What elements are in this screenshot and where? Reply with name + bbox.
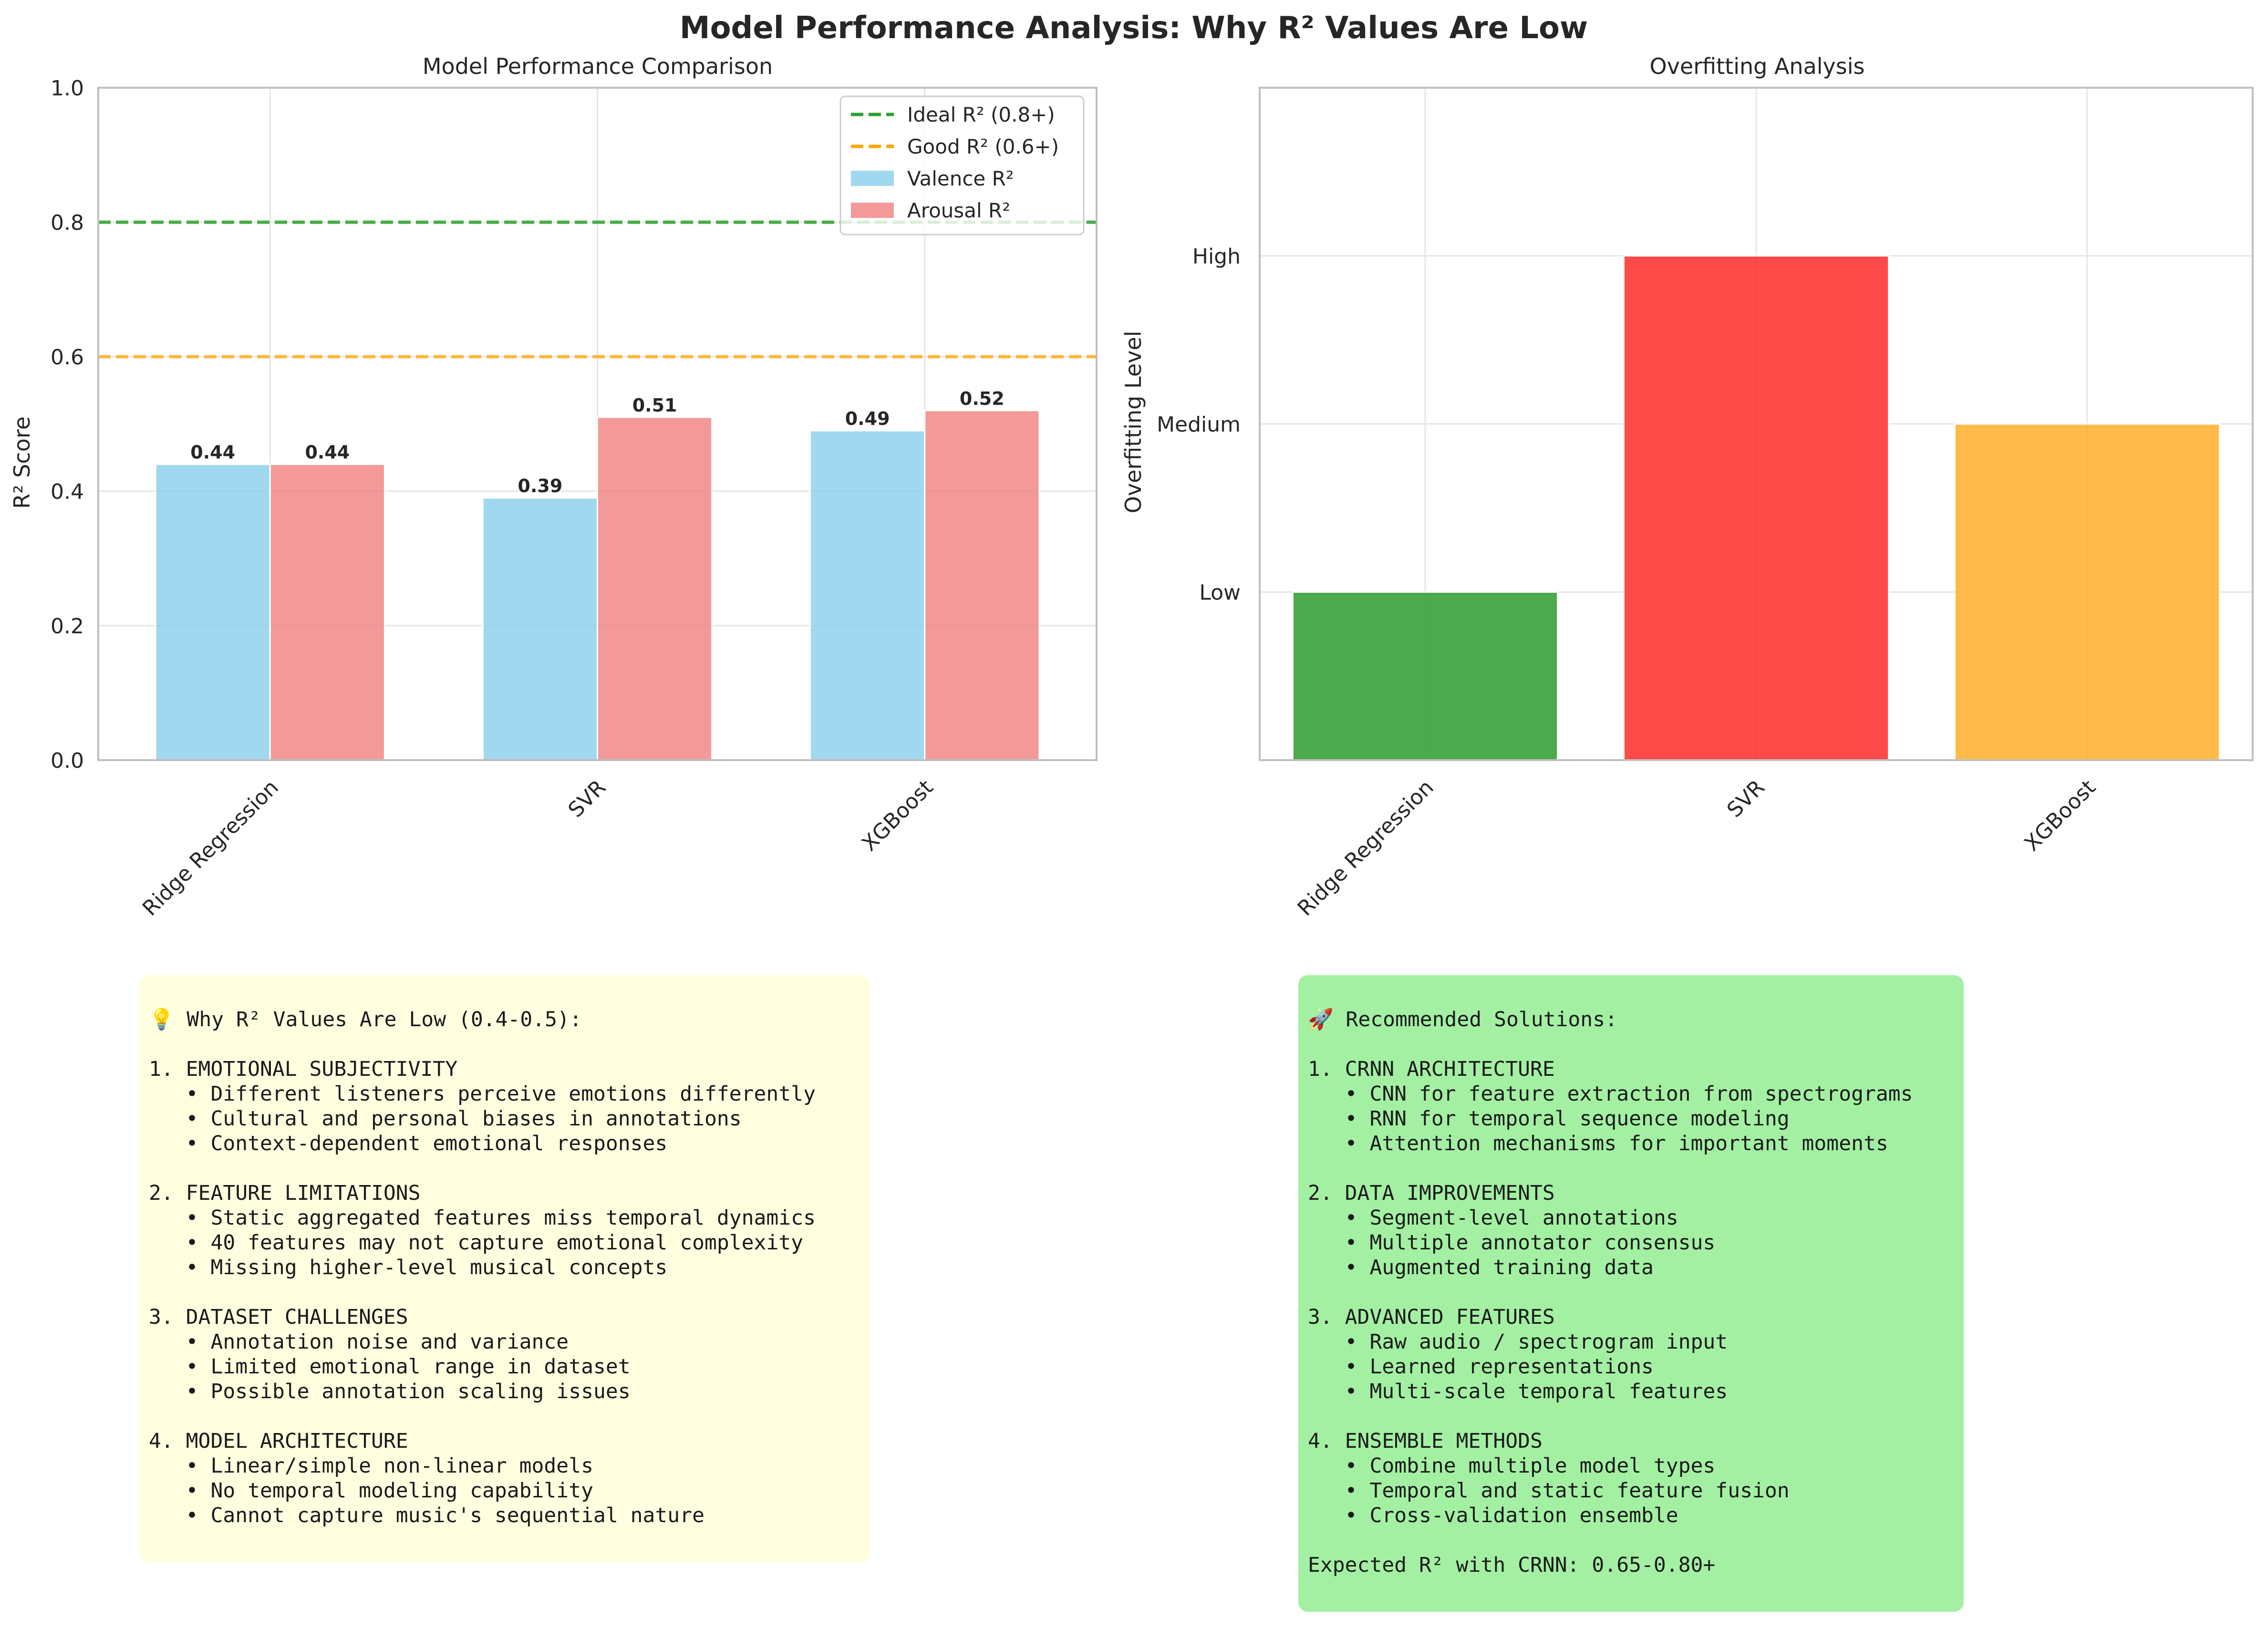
panel-text-line: • Temporal and static feature fusion: [1308, 1479, 1790, 1503]
panel-text-line: • Attention mechanisms for important mom…: [1308, 1132, 1888, 1155]
solutions-panel-text: 🚀 Recommended Solutions: 1. CRNN ARCHITEC…: [1308, 1008, 1913, 1577]
panel-text-line: 3. ADVANCED FEATURES: [1308, 1305, 1555, 1329]
bar: [809, 430, 926, 761]
bar: [597, 416, 713, 761]
panel-text-line: 3. DATASET CHALLENGES: [149, 1305, 408, 1329]
solutions-panel: 🚀 Recommended Solutions: 1. CRNN ARCHITEC…: [1298, 975, 1964, 1612]
panel-text-line: 2. DATA IMPROVEMENTS: [1308, 1181, 1555, 1205]
panel-text-line: • Multi-scale temporal features: [1308, 1380, 1728, 1403]
overfitting-chart: Overfitting Analysis Overfitting Level L…: [1120, 53, 2254, 921]
y-tick-label: Medium: [1157, 412, 1241, 437]
performance-y-ticks: 0.0 0.2 0.4 0.6 0.8 1.0: [51, 76, 84, 773]
legend-entry-label: Ideal R² (0.8+): [907, 103, 1055, 126]
panel-text-line: 1. EMOTIONAL SUBJECTIVITY: [149, 1057, 457, 1081]
y-tick-label: 0.8: [51, 211, 84, 235]
panel-text-line: Expected R² with CRNN: 0.65-0.80+: [1308, 1553, 1715, 1577]
figure-title: Model Performance Analysis: Why R² Value…: [680, 10, 1588, 46]
panel-text-line: • RNN for temporal sequence modeling: [1308, 1107, 1790, 1131]
performance-plot-frame: [97, 87, 1098, 761]
panel-text-line: • Augmented training data: [1308, 1256, 1654, 1279]
bar: [1623, 255, 1890, 761]
performance-bars: [155, 410, 1040, 761]
overfitting-chart-title: Overfitting Analysis: [1650, 53, 1865, 79]
bar-value-label: 0.51: [632, 395, 677, 416]
bar: [269, 464, 385, 761]
y-tick-label: 0.0: [51, 749, 84, 773]
overfitting-plot-frame: [1259, 87, 2254, 761]
performance-y-axis-label: R² Score: [9, 416, 35, 509]
panel-text-line: • Combine multiple model types: [1308, 1454, 1715, 1478]
overfitting-y-ticks: Low Medium High: [1157, 245, 1241, 605]
legend-patch-swatch: [851, 203, 894, 218]
performance-chart-title: Model Performance Comparison: [423, 53, 773, 79]
legend-patch-swatch: [851, 171, 894, 186]
bar-value-label: 0.44: [305, 442, 350, 463]
panel-text-line: 💡 Why R² Values Are Low (0.4-0.5):: [149, 1008, 582, 1031]
why-low-panel-text: 💡 Why R² Values Are Low (0.4-0.5): 1. EMO…: [149, 1008, 816, 1527]
bar: [482, 497, 599, 761]
panel-text-line: 1. CRNN ARCHITECTURE: [1308, 1057, 1555, 1081]
overfitting-y-axis-label: Overfitting Level: [1120, 331, 1146, 514]
legend-entry-label: Good R² (0.6+): [907, 135, 1059, 158]
y-tick-label: Low: [1199, 581, 1241, 605]
y-tick-label: 1.0: [51, 76, 84, 101]
solutions-panel-background: [1298, 975, 1964, 1612]
bar: [924, 410, 1040, 761]
panel-text-line: 4. ENSEMBLE METHODS: [1308, 1429, 1543, 1453]
why-low-panel: 💡 Why R² Values Are Low (0.4-0.5): 1. EMO…: [139, 975, 870, 1562]
y-tick-label: 0.4: [51, 480, 84, 504]
panel-text-line: • No temporal modeling capability: [149, 1479, 593, 1503]
performance-legend: Ideal R² (0.8+) Good R² (0.6+) Valence R² A…: [839, 95, 1085, 236]
panel-text-line: • Different listeners perceive emotions …: [149, 1082, 816, 1106]
panel-text-line: • Limited emotional range in dataset: [149, 1355, 631, 1379]
overfitting-bars: [1292, 255, 2221, 761]
panel-text-line: • Cross-validation ensemble: [1308, 1504, 1678, 1527]
panel-text-line: • Missing higher-level musical concepts: [149, 1256, 667, 1279]
panel-text-line: • Multiple annotator consensus: [1308, 1231, 1715, 1255]
panel-text-line: 2. FEATURE LIMITATIONS: [149, 1181, 421, 1205]
y-tick-label: 0.6: [51, 345, 84, 370]
panel-text-line: • Linear/simple non-linear models: [149, 1454, 593, 1478]
panel-text-line: • 40 features may not capture emotional …: [149, 1231, 803, 1255]
panel-text-line: • Static aggregated features miss tempor…: [149, 1206, 816, 1230]
bar: [155, 464, 271, 761]
panel-text-line: • Cannot capture music's sequential natu…: [149, 1504, 704, 1527]
panel-text-line: • CNN for feature extraction from spectr…: [1308, 1082, 1913, 1106]
panel-text-line: 4. MODEL ARCHITECTURE: [149, 1429, 408, 1453]
bar: [1292, 591, 1559, 761]
panel-text-line: • Segment-level annotations: [1308, 1206, 1678, 1230]
panel-text-line: • Raw audio / spectrogram input: [1308, 1330, 1728, 1354]
bar-value-label: 0.39: [518, 475, 563, 496]
why-low-panel-background: [139, 975, 870, 1562]
bar-value-label: 0.52: [960, 388, 1005, 409]
legend-entry-label: Arousal R²: [907, 199, 1010, 222]
panel-text-line: • Annotation noise and variance: [149, 1330, 569, 1354]
bar: [1954, 423, 2221, 761]
performance-value-labels: 0.44 0.39 0.49 0.44 0.51 0.52: [190, 388, 1004, 496]
panel-text-line: • Context-dependent emotional responses: [149, 1132, 667, 1155]
legend-box: [839, 95, 1085, 236]
panel-text-line: 🚀 Recommended Solutions:: [1308, 1008, 1617, 1031]
panel-text-line: • Cultural and personal biases in annota…: [149, 1107, 742, 1131]
y-tick-label: High: [1192, 245, 1241, 269]
y-tick-label: 0.2: [51, 614, 84, 639]
legend-entry-label: Valence R²: [907, 167, 1014, 190]
bar-value-label: 0.44: [190, 442, 235, 463]
panel-text-line: • Possible annotation scaling issues: [149, 1380, 631, 1403]
bar-value-label: 0.49: [845, 408, 890, 429]
panel-text-line: • Learned representations: [1308, 1355, 1654, 1379]
